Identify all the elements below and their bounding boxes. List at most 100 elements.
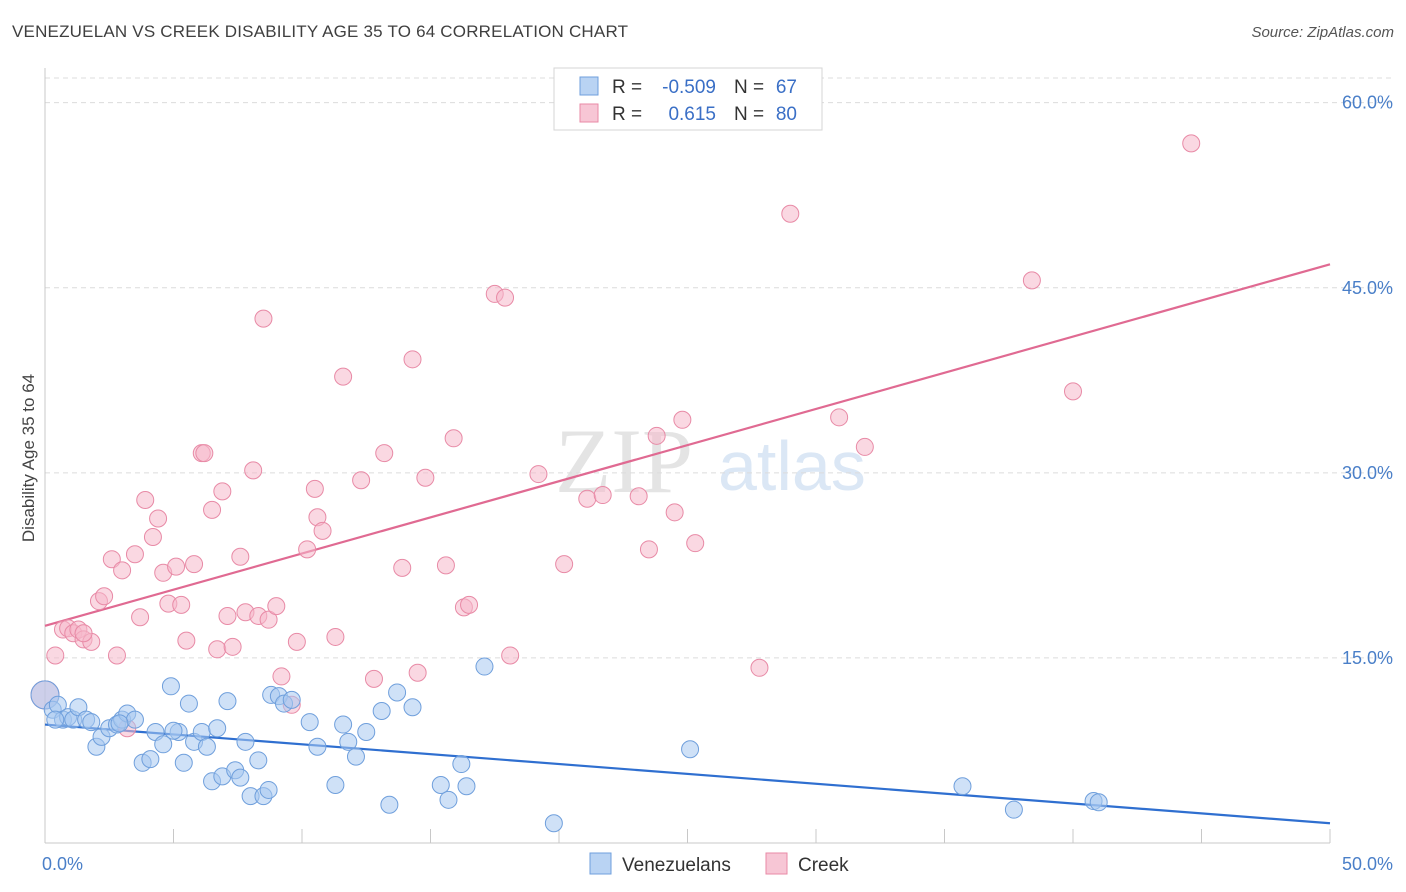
point-1-73	[781, 204, 800, 223]
legend-series-swatch-0	[589, 852, 612, 875]
point-1-24	[185, 555, 204, 574]
point-0-60	[1004, 800, 1023, 819]
legend-r-value-1: 0.615	[668, 104, 716, 125]
point-1-15	[131, 608, 150, 627]
point-0-15	[125, 710, 144, 729]
watermark-zip: ZIP	[555, 410, 693, 512]
point-1-28	[208, 640, 227, 659]
point-1-50	[375, 444, 394, 463]
trend-line-0	[44, 723, 1331, 825]
point-1-56	[444, 429, 463, 448]
point-0-65	[164, 721, 183, 740]
point-1-11	[107, 646, 126, 665]
point-1-61	[501, 646, 520, 665]
point-1-30	[218, 606, 237, 625]
y-tick-label-1: 30.0%	[1342, 463, 1393, 483]
point-0-30	[218, 692, 237, 711]
point-1-49	[364, 669, 383, 688]
point-1-32	[231, 547, 250, 566]
point-0-28	[208, 719, 227, 738]
point-1-66	[629, 487, 648, 506]
legend-series-label-0: Venezuelans	[622, 855, 731, 876]
point-1-23	[177, 631, 196, 650]
point-1-51	[393, 558, 412, 577]
point-1-26	[195, 444, 214, 463]
point-1-37	[259, 610, 278, 629]
point-1-38	[267, 597, 286, 616]
point-1-67	[639, 540, 658, 559]
point-0-64	[110, 714, 129, 733]
point-0-62	[1089, 793, 1108, 812]
legend-box	[553, 67, 823, 131]
point-1-60	[496, 288, 515, 307]
point-1-21	[167, 557, 186, 576]
point-0-32	[231, 768, 250, 787]
point-1-22	[172, 595, 191, 614]
trend-line-1	[44, 263, 1331, 627]
point-1-12	[113, 561, 132, 580]
y-tick-label-0: 15.0%	[1342, 648, 1393, 668]
point-0-51	[403, 698, 422, 717]
x-tick-labels: 0.0% 50.0%	[42, 854, 1393, 874]
point-0-54	[452, 755, 471, 774]
point-0-52	[431, 776, 450, 795]
point-0-45	[339, 732, 358, 751]
point-1-58	[460, 595, 479, 614]
chart-source: Source: ZipAtlas.com	[1251, 24, 1394, 41]
point-1-41	[287, 632, 306, 651]
point-0-19	[154, 735, 173, 754]
point-1-17	[143, 528, 162, 546]
point-1-75	[855, 437, 874, 456]
gridlines	[45, 77, 1392, 659]
point-1-43	[305, 479, 324, 498]
point-1-53	[408, 663, 427, 682]
point-1-71	[686, 534, 705, 553]
point-1-39	[272, 667, 291, 686]
y-tick-label-2: 45.0%	[1342, 278, 1393, 298]
point-0-20	[161, 677, 180, 696]
legend-series: Venezuelans Creek	[589, 852, 849, 876]
point-1-42	[298, 540, 317, 559]
legend-swatch-0	[579, 76, 599, 96]
point-0-22	[174, 753, 193, 772]
point-1-45	[313, 521, 332, 540]
point-1-36	[254, 309, 273, 328]
point-0-48	[372, 701, 391, 720]
point-0-44	[334, 715, 353, 734]
point-1-14	[125, 545, 144, 564]
point-1-48	[352, 471, 371, 490]
data-points	[30, 134, 1201, 833]
point-0-43	[326, 776, 345, 795]
point-0-57	[544, 814, 563, 833]
point-1-63	[555, 555, 574, 574]
legend-series-swatch-1	[765, 852, 788, 875]
point-0-17	[141, 750, 160, 769]
point-0-35	[249, 751, 268, 770]
x-tick-label-0: 0.0%	[42, 854, 83, 874]
point-1-1	[46, 646, 65, 665]
point-0-59	[953, 777, 972, 796]
y-tick-labels: 15.0% 30.0% 45.0% 60.0%	[1342, 93, 1393, 668]
legend-r-label-1: R =	[612, 104, 642, 125]
chart-title: VENEZUELAN VS CREEK DISABILITY AGE 35 TO…	[12, 22, 629, 41]
point-1-74	[830, 408, 849, 427]
point-1-52	[403, 350, 422, 369]
point-1-47	[334, 367, 353, 386]
point-1-29	[213, 482, 232, 501]
point-1-18	[149, 509, 168, 528]
point-1-27	[203, 500, 222, 519]
y-axis-title: Disability Age 35 to 64	[19, 374, 38, 542]
legend-n-label-0: N =	[734, 77, 764, 98]
point-0-58	[681, 740, 700, 759]
point-1-68	[647, 426, 666, 445]
point-1-55	[436, 556, 455, 575]
legend-series-label-1: Creek	[798, 855, 849, 876]
point-1-72	[750, 658, 769, 677]
point-0-53	[439, 790, 458, 809]
point-1-64	[578, 489, 597, 508]
point-1-9	[95, 587, 114, 606]
point-1-10	[102, 550, 121, 569]
point-0-56	[475, 657, 494, 676]
legend-correlation: R = -0.509 N = 67 R = 0.615 N = 80	[553, 67, 823, 131]
point-0-8	[82, 713, 101, 732]
